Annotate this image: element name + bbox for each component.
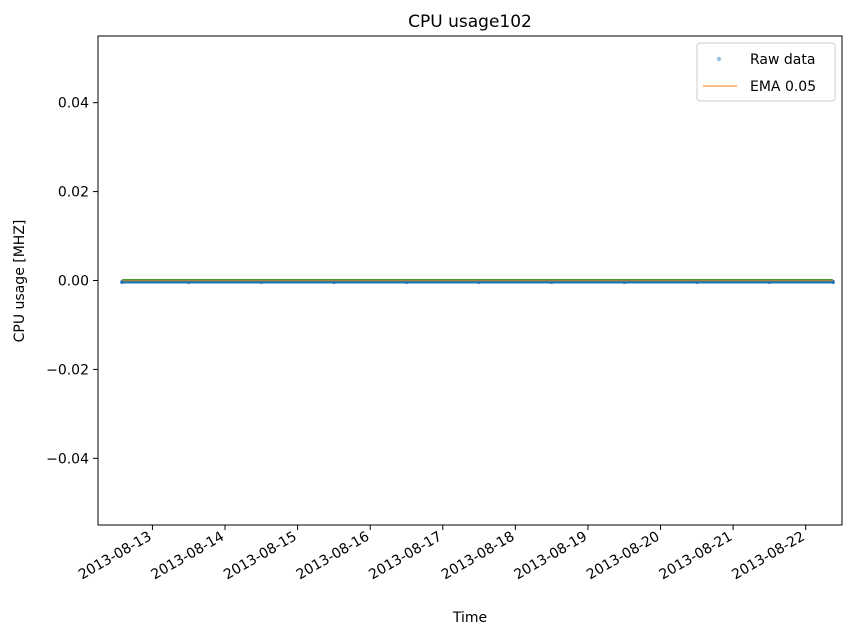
- y-tick-label: 0.02: [58, 185, 89, 201]
- legend-marker-raw-data: [716, 56, 722, 62]
- x-tick-label: 2013-08-13: [76, 529, 154, 584]
- x-tick-label: 2013-08-22: [729, 529, 807, 584]
- legend-label-ema: EMA 0.05: [750, 79, 816, 95]
- x-tick-label: 2013-08-17: [366, 529, 444, 584]
- x-tick-label: 2013-08-18: [439, 529, 517, 584]
- y-tick-label: 0.04: [58, 96, 89, 112]
- x-axis: 2013-08-132013-08-142013-08-152013-08-16…: [76, 525, 808, 583]
- x-tick-label: 2013-08-15: [221, 529, 299, 584]
- legend: Raw data EMA 0.05: [696, 42, 836, 102]
- x-tick-label: 2013-08-16: [294, 529, 373, 584]
- x-tick-label: 2013-08-19: [511, 529, 589, 584]
- chart-title: CPU usage102: [408, 12, 532, 32]
- y-axis: 0.04 0.02 0.00 −0.02 −0.04: [46, 96, 98, 467]
- y-axis-title: CPU usage [MHZ]: [12, 220, 28, 343]
- x-tick-label: 2013-08-14: [149, 529, 228, 584]
- y-tick-label: −0.04: [46, 451, 89, 467]
- plot-area: [120, 279, 835, 284]
- y-tick-label: −0.02: [46, 362, 89, 378]
- legend-label-raw-data: Raw data: [750, 52, 815, 68]
- x-tick-label: 2013-08-20: [584, 529, 662, 584]
- y-tick-label: 0.00: [58, 274, 89, 290]
- x-axis-title: Time: [452, 610, 487, 626]
- x-tick-label: 2013-08-21: [657, 529, 735, 584]
